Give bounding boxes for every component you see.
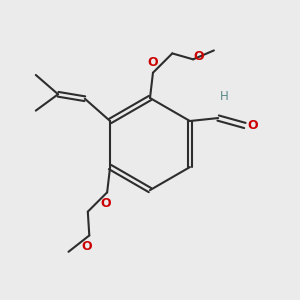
Text: O: O [193, 50, 204, 63]
Text: O: O [148, 56, 158, 69]
Text: O: O [247, 119, 258, 132]
Text: O: O [81, 240, 92, 253]
Text: H: H [220, 90, 229, 103]
Text: O: O [100, 197, 111, 210]
